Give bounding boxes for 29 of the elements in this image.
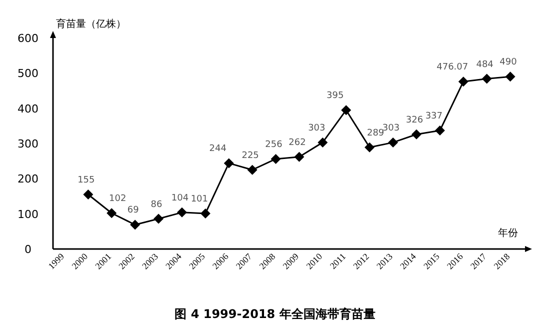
data-label: 225 [242,150,259,161]
y-tick-label: 400 [18,102,38,116]
data-label: 289 [366,128,384,138]
data-label: 102 [109,194,126,204]
y-tick-label: 0 [24,243,32,256]
text: 图 4 1999-2018 年全国海带育苗量 [174,307,376,321]
y-tick-label: 300 [18,138,38,150]
data-label: 484 [476,60,494,70]
data-label: 69 [127,206,140,216]
y-tick-label: 200 [18,172,38,186]
y-tick-label: 100 [18,208,38,221]
data-label: 303 [382,123,400,134]
data-label: 490 [500,58,518,68]
data-label: 395 [326,91,344,102]
data-label: 326 [406,115,424,126]
y-tick-label: 500 [18,67,38,80]
data-label: 101 [190,194,208,204]
data-label: 244 [209,144,227,154]
data-label: 337 [425,111,443,122]
data-label: 86 [150,200,163,210]
data-label: 476.07 [436,62,468,73]
y-tick-label: 600 [18,32,38,45]
x-axis-title: 年份 [498,227,518,239]
data-label: 262 [288,138,306,148]
data-label: 104 [171,193,189,204]
data-label: 155 [78,175,95,186]
data-label: 256 [265,140,283,150]
y-axis-title: 育苗量（亿株） [56,18,126,30]
data-label: 303 [308,123,326,134]
